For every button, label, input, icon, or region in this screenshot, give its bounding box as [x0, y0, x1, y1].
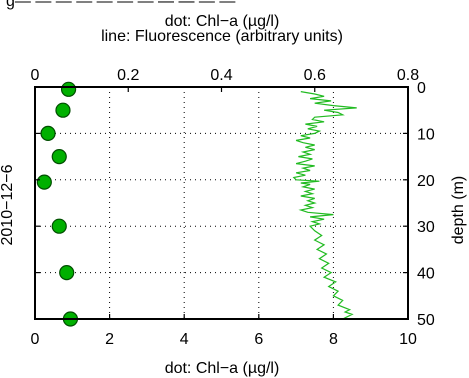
top-axis-tick-label: 0 — [31, 67, 40, 84]
chl-a-dot — [60, 81, 77, 97]
plot-frame — [34, 86, 409, 320]
depth-axis-tick-label: 10 — [417, 126, 435, 143]
depth-axis-tick-label: 30 — [417, 219, 435, 236]
depth-axis-tick-label: 50 — [417, 312, 435, 329]
top-axis-tick-label: 0.8 — [397, 67, 419, 84]
fluorescence-line — [292, 91, 357, 320]
top-axis-tick-label: 0.2 — [117, 67, 139, 84]
chl-a-dot — [51, 149, 67, 165]
bottom-axis-tick-label: 6 — [254, 331, 263, 348]
depth-axis-tick-label: 40 — [417, 266, 435, 283]
depth-axis-label: depth (m) — [450, 176, 467, 244]
top-banner-fragment: g— — — — — — — — — — — — [6, 0, 235, 10]
chl-a-series — [36, 81, 79, 327]
top-axis-tick-label: 0.6 — [304, 67, 326, 84]
depth-axis-tick-label: 0 — [417, 80, 426, 97]
bottom-axis-tick-label: 2 — [105, 331, 114, 348]
bottom-axis-tick-label: 10 — [399, 331, 417, 348]
bottom-axis-tick-label: 4 — [180, 331, 189, 348]
bottom-axis-tick-label: 8 — [329, 331, 338, 348]
chl-a-dot — [55, 102, 71, 118]
top-axis-tick-label: 0.4 — [210, 67, 232, 84]
chl-a-dot — [51, 218, 67, 234]
title-line-2: line: Fluorescence (arbitrary units) — [101, 28, 343, 45]
chl-a-dot — [59, 265, 75, 281]
title-line-1: dot: Chl−a (µg/l) — [165, 13, 280, 30]
chl-a-dot — [40, 125, 56, 141]
depth-axis-tick-label: 20 — [417, 173, 435, 190]
bottom-axis-tick-label: 0 — [31, 331, 40, 348]
chl-a-dot — [36, 174, 52, 190]
row-label-date: 2010−12−6 — [0, 164, 16, 245]
gridlines — [35, 87, 408, 319]
fluorescence-series — [292, 91, 357, 320]
bottom-axis-label: dot: Chl−a (µg/l) — [165, 360, 280, 377]
